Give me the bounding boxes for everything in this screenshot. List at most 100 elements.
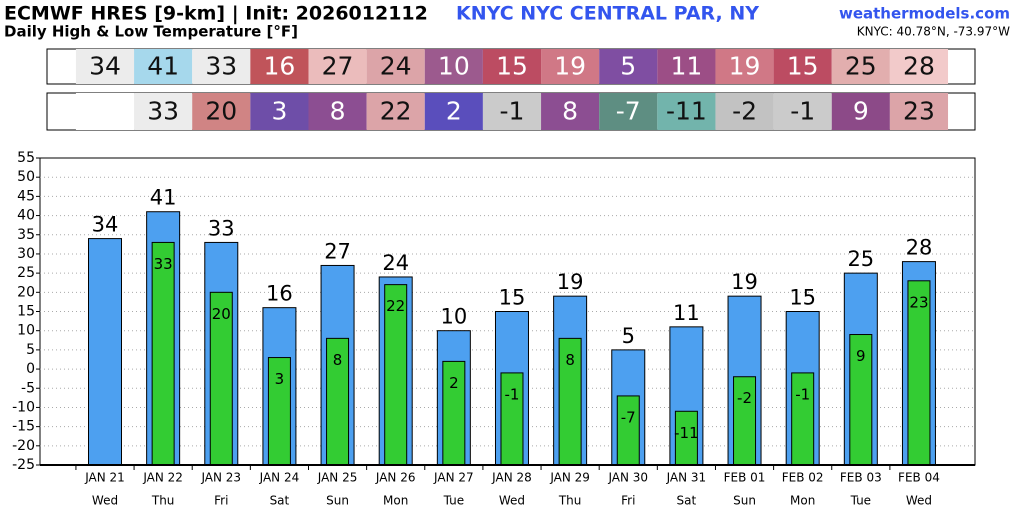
weekday-label: Mon <box>383 494 408 508</box>
y-tick-label: 5 <box>26 342 35 358</box>
value-cell <box>831 49 890 84</box>
y-tick-label: 30 <box>17 246 35 262</box>
value-cell <box>192 93 251 130</box>
weekday-label: Mon <box>790 494 815 508</box>
low-label: 2 <box>449 374 459 392</box>
x-tick-label: JAN 28 <box>491 471 532 485</box>
value-cell <box>482 93 542 130</box>
cell-label: 19 <box>554 52 586 81</box>
value-cell <box>308 93 367 130</box>
subtitle: Daily High & Low Temperature [°F] <box>4 23 298 41</box>
x-tick-label: JAN 26 <box>375 471 416 485</box>
cell-label: 15 <box>787 52 819 81</box>
source: weathermodels.com <box>839 5 1010 23</box>
cell-label: 8 <box>330 97 346 126</box>
y-tick-label: -20 <box>12 438 35 454</box>
location: KNYC: 40.78°N, -73.97°W <box>857 25 1010 39</box>
x-tick-label: JAN 27 <box>433 471 474 485</box>
x-tick-label: JAN 30 <box>607 471 648 485</box>
x-tick-label: JAN 29 <box>549 471 590 485</box>
high-label: 24 <box>382 251 409 275</box>
cell-label: -2 <box>732 97 757 126</box>
x-tick-label: JAN 22 <box>142 471 183 485</box>
value-cell <box>657 49 716 84</box>
high-label: 19 <box>731 270 758 294</box>
cell-label: 33 <box>147 97 179 126</box>
cell-label: 2 <box>446 97 462 126</box>
cell-label: -1 <box>500 97 525 126</box>
value-cell <box>366 93 425 130</box>
value-cell <box>75 49 135 84</box>
cell-label: -11 <box>666 97 707 126</box>
cell-label: 19 <box>729 52 761 81</box>
value-cell <box>599 93 658 130</box>
low-label: -2 <box>737 389 752 407</box>
weekday-label: Thu <box>151 494 175 508</box>
high-label: 27 <box>324 239 351 263</box>
weekday-label: Wed <box>92 494 118 508</box>
x-tick-label: JAN 31 <box>666 471 707 485</box>
y-tick-label: 20 <box>17 284 35 300</box>
chart-title: ECMWF HRES [9-km] | Init: 2026012112 <box>4 3 428 25</box>
value-cell <box>889 49 949 84</box>
low-bar <box>151 241 175 466</box>
y-tick-label: 40 <box>17 208 35 224</box>
cell-label: 11 <box>670 52 702 81</box>
cell-label: 25 <box>845 52 877 81</box>
cell-label: 3 <box>271 97 287 126</box>
value-cell <box>773 49 832 84</box>
low-label: 8 <box>565 351 575 369</box>
value-cell <box>75 93 135 130</box>
cell-label: 10 <box>438 52 470 81</box>
value-cell <box>831 93 890 130</box>
low-label: 33 <box>154 255 173 273</box>
high-label: 16 <box>266 282 293 306</box>
x-tick-label: FEB 04 <box>898 471 940 485</box>
cell-label: 41 <box>147 52 179 81</box>
y-tick-label: 50 <box>17 169 35 185</box>
cell-label: 8 <box>562 97 578 126</box>
x-tick-label: FEB 03 <box>840 471 882 485</box>
y-tick-label: 45 <box>17 188 35 204</box>
high-label: 34 <box>92 213 119 237</box>
weekday-label: Sat <box>677 494 697 508</box>
high-label: 19 <box>557 270 584 294</box>
station: KNYC NYC CENTRAL PAR, NY <box>456 3 759 25</box>
weekday-label: Tue <box>850 494 872 508</box>
value-cell <box>541 49 600 84</box>
high-label: 15 <box>789 286 816 310</box>
weekday-label: Sun <box>326 494 349 508</box>
low-label: 8 <box>333 351 343 369</box>
cell-label: 27 <box>322 52 354 81</box>
y-tick-label: -25 <box>12 457 35 473</box>
high-bar <box>88 238 122 466</box>
weekday-label: Wed <box>499 494 525 508</box>
high-label: 10 <box>440 305 467 329</box>
y-tick-label: -5 <box>21 380 35 396</box>
y-tick-label: 15 <box>17 304 35 320</box>
y-tick-label: 25 <box>17 265 35 281</box>
low-label: 9 <box>856 347 866 365</box>
low-label: 22 <box>386 297 405 315</box>
value-cell <box>482 49 542 84</box>
low-label: -1 <box>795 385 810 403</box>
cell-label: -7 <box>616 97 641 126</box>
cell-label: 20 <box>205 97 237 126</box>
y-tick-label: 55 <box>17 150 35 166</box>
cell-label: 23 <box>903 97 935 126</box>
y-tick-label: -10 <box>12 399 35 415</box>
value-cell <box>657 93 716 130</box>
value-cell <box>366 49 425 84</box>
weekday-label: Fri <box>621 494 635 508</box>
x-tick-label: FEB 02 <box>782 471 824 485</box>
low-label: -7 <box>621 408 636 426</box>
value-cell <box>773 93 832 130</box>
value-cell <box>134 49 193 84</box>
cell-label: 34 <box>89 52 121 81</box>
value-cell <box>192 49 251 84</box>
value-cell <box>599 49 658 84</box>
high-label: 15 <box>499 286 526 310</box>
y-tick-label: 10 <box>17 323 35 339</box>
cell-label: 5 <box>620 52 636 81</box>
